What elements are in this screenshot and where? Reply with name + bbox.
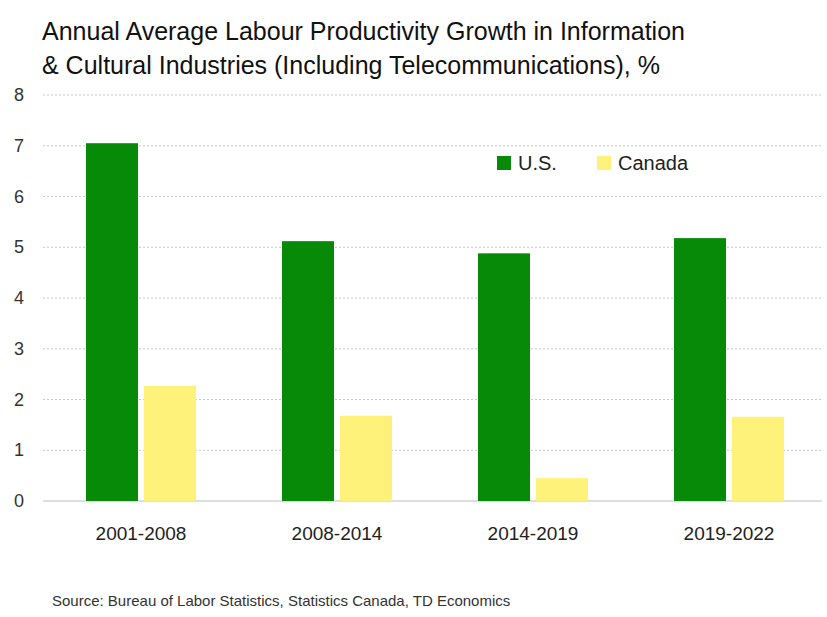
y-tick-label: 1 xyxy=(14,440,24,460)
y-tick-label: 4 xyxy=(14,288,24,308)
x-tick-label: 2014-2019 xyxy=(488,523,579,544)
legend-swatch xyxy=(497,156,511,170)
y-tick-label: 8 xyxy=(14,85,24,105)
y-tick-label: 6 xyxy=(14,187,24,207)
y-tick-label: 3 xyxy=(14,339,24,359)
legend: U.S. Canada xyxy=(497,152,689,174)
bar xyxy=(282,241,334,501)
bar xyxy=(732,417,784,501)
y-tick-label: 5 xyxy=(14,237,24,257)
bar xyxy=(478,253,530,501)
grid-line xyxy=(43,95,822,96)
bar xyxy=(340,416,392,501)
bars xyxy=(86,143,784,501)
title: & Cultural Industries (Including Telecom… xyxy=(42,51,660,79)
x-tick-label: 2001-2008 xyxy=(96,523,187,544)
grid-line xyxy=(43,145,822,146)
legend-swatch xyxy=(597,156,611,170)
legend-label: U.S. xyxy=(518,152,557,174)
bar xyxy=(536,478,588,501)
y-tick-label: 0 xyxy=(14,491,24,511)
grid-line xyxy=(43,196,822,197)
x-tick-label: 2008-2014 xyxy=(292,523,383,544)
title: Annual Average Labour Productivity Growt… xyxy=(42,17,685,45)
bar xyxy=(674,238,726,501)
y-tick-label: 7 xyxy=(14,136,24,156)
x-tick-label: 2019-2022 xyxy=(684,523,775,544)
bar xyxy=(86,143,138,501)
source: Source: Bureau of Labor Statistics, Stat… xyxy=(52,592,510,609)
grid xyxy=(43,95,822,501)
legend-label: Canada xyxy=(618,152,689,174)
bar xyxy=(144,386,196,501)
y-tick-label: 2 xyxy=(14,390,24,410)
chart: Annual Average Labour Productivity Growt… xyxy=(0,0,827,617)
